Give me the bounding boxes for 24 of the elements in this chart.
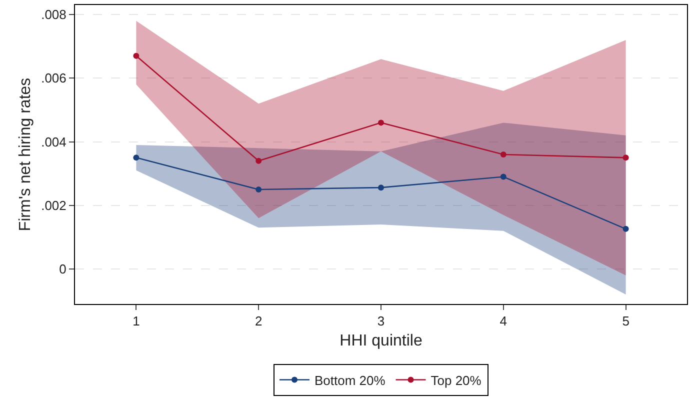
y-tick-label: .008 [41, 7, 66, 22]
y-tick-label: 0 [59, 262, 66, 277]
x-tick-label: 1 [132, 314, 140, 329]
x-axis-title: HHI quintile [340, 332, 422, 350]
y-tick-label: .006 [41, 70, 66, 86]
point [378, 184, 384, 191]
x-tick-label: 5 [622, 314, 630, 329]
point [133, 154, 140, 161]
legend-label: Bottom 20% [314, 372, 386, 388]
x-tick-label: 2 [254, 314, 262, 329]
x-tick-label: 4 [500, 314, 508, 329]
legend-label: Top 20% [430, 372, 482, 388]
point [256, 186, 262, 192]
y-axis-title: Firm's net hiring rates [16, 78, 34, 232]
point [622, 154, 629, 161]
point [256, 158, 262, 164]
point [133, 52, 140, 59]
x-tick-label: 3 [377, 314, 385, 329]
y-tick-label: .004 [41, 134, 66, 150]
point [622, 226, 629, 232]
point [378, 120, 384, 126]
y-tick-label: .002 [41, 198, 66, 213]
point [500, 174, 506, 180]
point [500, 152, 506, 158]
